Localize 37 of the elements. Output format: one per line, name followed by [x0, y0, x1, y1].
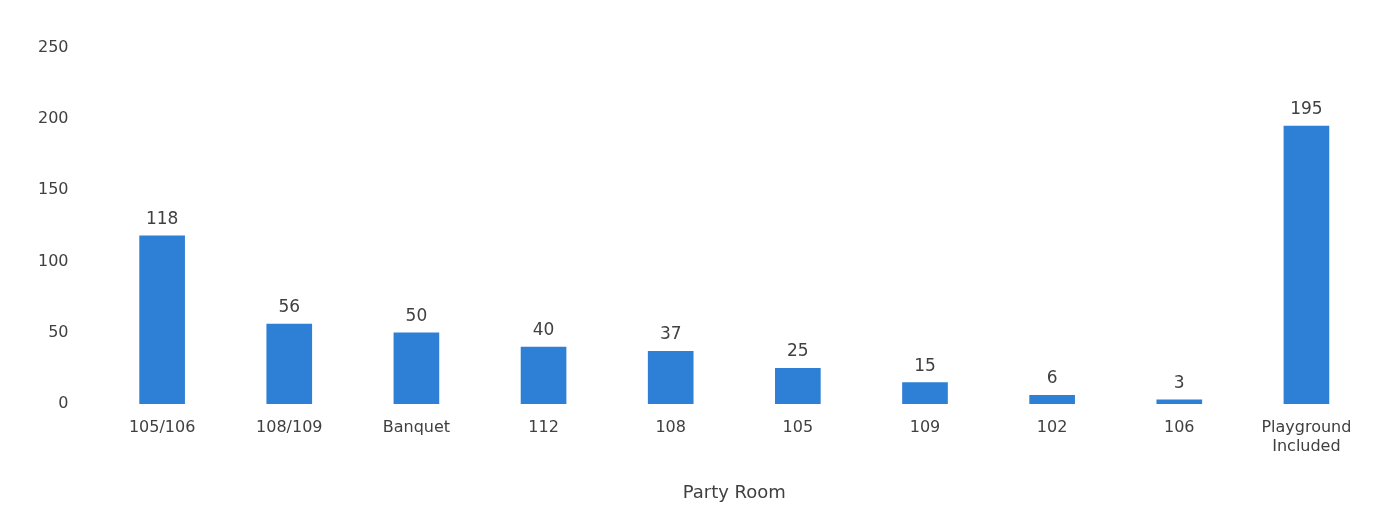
y-tick-label: 250: [37, 36, 69, 56]
x-tick-label: 108: [655, 416, 686, 436]
x-tick-label: 108/109: [256, 416, 323, 436]
bar: [902, 382, 948, 404]
x-tick-label: 112: [528, 416, 559, 436]
bar: [139, 235, 185, 404]
y-tick-label: 150: [37, 179, 69, 199]
data-label: 118: [145, 207, 179, 228]
y-tick-label: 50: [48, 321, 69, 341]
x-tick-label: Playground Included: [1261, 416, 1352, 455]
bar: [266, 323, 313, 404]
bar: [1029, 395, 1075, 404]
x-tick-label: Banquet: [382, 416, 451, 436]
bar: [1156, 399, 1203, 404]
bar: [775, 368, 821, 404]
data-label: 195: [1290, 97, 1323, 118]
data-label: 50: [405, 304, 428, 325]
bar: [393, 332, 440, 404]
data-label: 6: [1046, 367, 1058, 388]
data-label: 15: [914, 354, 936, 375]
y-tick-label: 100: [37, 250, 69, 270]
x-tick-label: 105/106: [128, 416, 196, 436]
x-tick-label: 105: [782, 416, 814, 436]
data-label: 37: [659, 323, 682, 344]
data-label: 40: [532, 318, 555, 339]
bar: [1283, 125, 1330, 404]
data-label: 56: [278, 296, 301, 317]
x-tick-label: 109: [909, 416, 941, 436]
x-axis-title: Party Room: [682, 480, 786, 502]
x-tick-label: 106: [1164, 416, 1195, 436]
y-tick-label: 0: [58, 393, 69, 413]
data-label: 3: [1173, 371, 1185, 392]
x-tick-label: 102: [1036, 416, 1068, 436]
bar: [647, 350, 694, 404]
data-label: 25: [787, 340, 809, 361]
y-tick-label: 200: [37, 108, 69, 128]
bar: [520, 346, 567, 404]
